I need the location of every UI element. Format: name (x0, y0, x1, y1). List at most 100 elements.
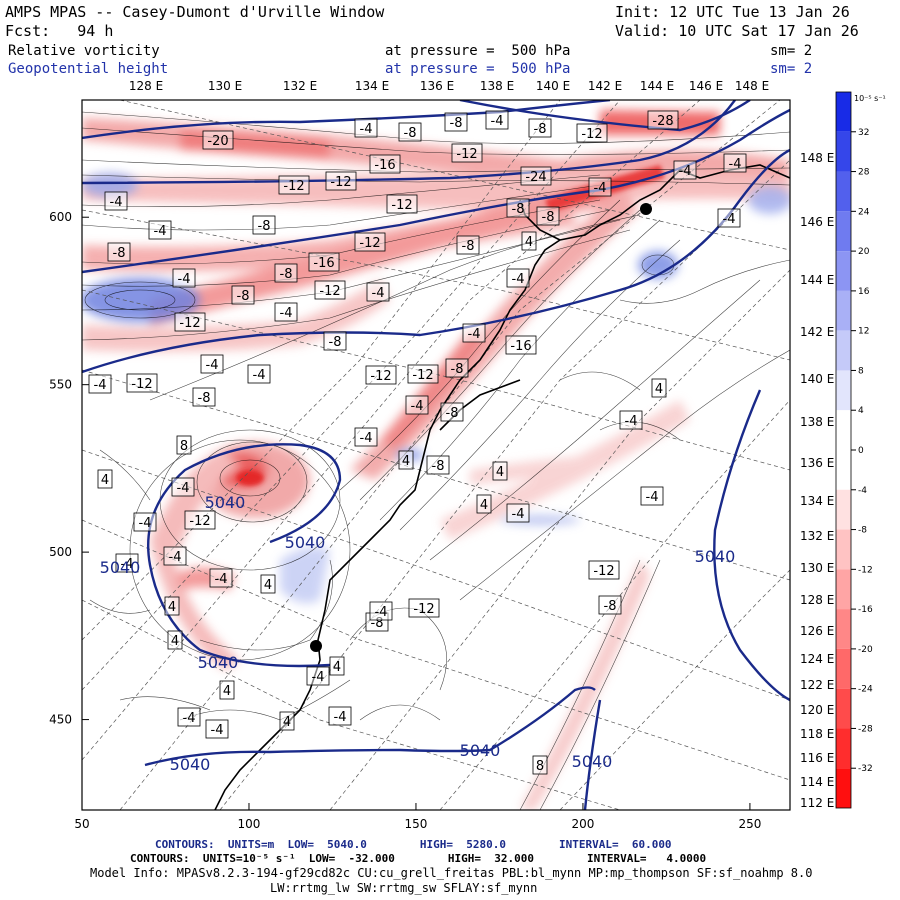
vorticity-label-box (476, 494, 492, 514)
vorticity-label: -16 (510, 339, 531, 354)
height-label: 5040 (205, 493, 246, 512)
vorticity-label-box (505, 335, 537, 355)
vorticity-label-box (440, 402, 464, 422)
vorticity-label-box (323, 331, 347, 351)
vorticity-label-box (279, 711, 295, 731)
top-lon-label: 144 E (640, 79, 674, 93)
footer-model-info: Model Info: MPASv8.2.3-194-gf29cd82c CU:… (90, 866, 813, 880)
colorbar-label: 12 (858, 327, 869, 337)
colorbar-label: 0 (858, 446, 864, 456)
height-label: 5040 (100, 558, 141, 577)
vorticity-label: -4 (468, 327, 481, 342)
vorticity-label-box (325, 171, 357, 191)
height-label: 5040 (170, 755, 211, 774)
vorticity-label-box (462, 323, 486, 343)
right-lon-label: 132 E (800, 529, 834, 543)
vorticity-label: -4 (312, 670, 325, 685)
vorticity-label: 4 (171, 634, 179, 649)
top-lon-label: 136 E (420, 79, 454, 93)
vorticity-label: -4 (110, 195, 123, 210)
vorticity-label-box (506, 198, 530, 218)
right-longitude-labels: 148 E 146 E 144 E 142 E 140 E 138 E 136 E 134 E… (800, 151, 834, 810)
right-lon-label: 136 E (800, 456, 834, 470)
vorticity-label-box (492, 461, 508, 481)
vorticity-label-box (408, 598, 440, 618)
vorticity-label: -4 (334, 710, 347, 725)
vorticity-label-box (278, 175, 310, 195)
top-longitude-labels: 128 E 130 E 132 E 134 E 136 E 138 E 140 E 142 E… (129, 79, 769, 93)
vorticity-label-box (576, 123, 608, 143)
vorticity-label: -4 (729, 157, 742, 172)
right-lon-label: 140 E (800, 372, 834, 386)
colorbar-cell (836, 370, 851, 411)
vorticity-label: -8 (512, 202, 525, 217)
vorticity-label: 4 (283, 715, 291, 730)
vorticity-label: -12 (391, 198, 412, 213)
colorbar-label: 4 (858, 406, 864, 416)
init-time: Init: 12 UTC Tue 13 Jan 26 (615, 3, 850, 21)
colorbar-cell (836, 529, 851, 570)
colorbar-cell (836, 92, 851, 132)
colorbar-label: 8 (858, 366, 864, 376)
colorbar-cell (836, 648, 851, 689)
vorticity-label-box (148, 220, 172, 240)
vorticity-label-box (200, 354, 224, 374)
vorticity-label: -4 (178, 272, 191, 287)
field1-smoothing: sm= 2 (770, 43, 813, 59)
colorbar-label: 32 (858, 128, 869, 138)
top-lon-label: 142 E (588, 79, 622, 93)
vorticity-label-box (329, 656, 345, 676)
vorticity-label: 4 (223, 684, 231, 699)
top-lon-label: 146 E (689, 79, 723, 93)
x-tick-label: 50 (74, 817, 89, 831)
vorticity-label: -20 (207, 134, 228, 149)
vorticity-label-box (456, 235, 480, 255)
vorticity-label: -8 (258, 219, 271, 234)
vorticity-label: -12 (581, 127, 602, 142)
vorticity-label-box (308, 252, 340, 272)
vorticity-label-box (192, 387, 216, 407)
colorbar-cell (836, 251, 851, 291)
field2-name: Geopotential height (8, 61, 169, 77)
vorticity-label: -12 (456, 147, 477, 162)
vorticity-label: -4 (215, 572, 228, 587)
colorbar-label: 24 (858, 207, 870, 217)
vorticity-label-box (354, 118, 378, 138)
vorticity-label-box (444, 112, 468, 132)
vorticity-label-box (205, 719, 229, 739)
right-lon-label: 118 E (800, 727, 834, 741)
vorticity-label: -4 (253, 368, 266, 383)
vorticity-label: -4 (372, 286, 385, 301)
colorbar-units: 10⁻⁵ s⁻¹ (854, 94, 886, 103)
vorticity-label-box (328, 706, 352, 726)
vorticity-label: 8 (180, 439, 188, 454)
vorticity-label: -4 (679, 164, 692, 179)
vorticity-label-box (133, 512, 157, 532)
vorticity-label: -4 (169, 550, 182, 565)
x-tick-label: 200 (571, 817, 594, 831)
vorticity-label: -8 (604, 599, 617, 614)
vorticity-label: -4 (375, 605, 388, 620)
vorticity-label: -12 (593, 564, 614, 579)
vorticity-label: 4 (168, 600, 176, 615)
vorticity-label-box (651, 378, 667, 398)
vorticity-label: -4 (177, 481, 190, 496)
right-lon-label: 116 E (800, 751, 834, 765)
vorticity-label-box (231, 285, 255, 305)
x-tick-label: 150 (405, 817, 428, 831)
field2-level: at pressure = 500 hPa (385, 61, 571, 77)
vorticity-label: -4 (211, 723, 224, 738)
colorbar-label: -16 (858, 605, 873, 615)
vorticity-label-box (88, 374, 112, 394)
top-lon-label: 140 E (536, 79, 570, 93)
vorticity-label-box (369, 601, 393, 621)
right-lon-label: 146 E (800, 215, 834, 229)
vorticity-label: 4 (402, 454, 410, 469)
vorticity-label: -8 (404, 126, 417, 141)
right-lon-label: 126 E (800, 624, 834, 638)
vorticity-label-box (398, 450, 414, 470)
y-axis: 450 500 550 600 (49, 210, 89, 727)
vorticity-label: -4 (594, 181, 607, 196)
station-casey-marker (310, 640, 322, 652)
vorticity-label: -12 (319, 284, 340, 299)
